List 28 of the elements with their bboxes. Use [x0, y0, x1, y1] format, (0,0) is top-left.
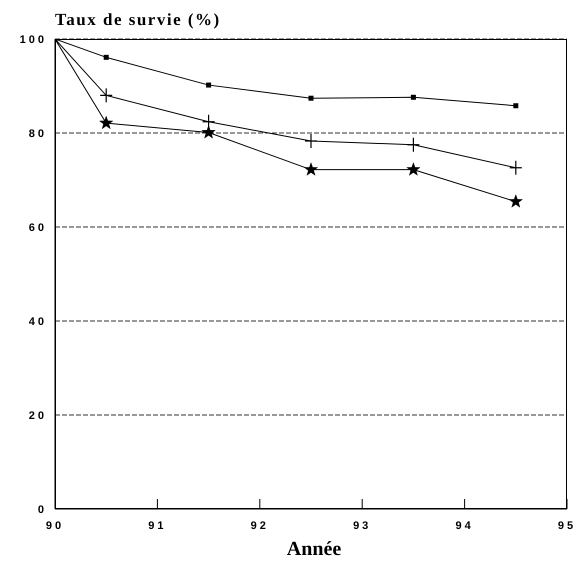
x-tick-label: 91 [148, 520, 167, 532]
point [304, 133, 318, 149]
point [104, 54, 109, 60]
y-tick-label: 100 [20, 34, 47, 46]
x-tick-label: 92 [250, 520, 269, 532]
point [202, 125, 216, 138]
point [206, 82, 212, 88]
point [410, 94, 416, 100]
point [406, 137, 420, 152]
y-tick-label: 40 [28, 316, 47, 328]
y-tick-label: 20 [28, 410, 47, 422]
y-tick-label: 80 [28, 128, 47, 140]
y-tick-label: 60 [28, 222, 47, 234]
point [99, 116, 114, 129]
x-tick-label: 94 [455, 520, 474, 532]
chart-title: Taux de survie (%) [55, 10, 221, 30]
x-tick-label: 93 [353, 520, 372, 532]
y-tick-label: 0 [38, 504, 47, 516]
point [406, 162, 420, 176]
point [508, 194, 523, 208]
point [100, 88, 113, 103]
x-tick-label: 95 [558, 520, 576, 532]
point [513, 103, 518, 108]
x-tick-label: 90 [46, 520, 64, 532]
point [308, 96, 314, 101]
x-axis-title: Année [286, 538, 342, 561]
point [509, 160, 522, 176]
point [304, 162, 318, 176]
